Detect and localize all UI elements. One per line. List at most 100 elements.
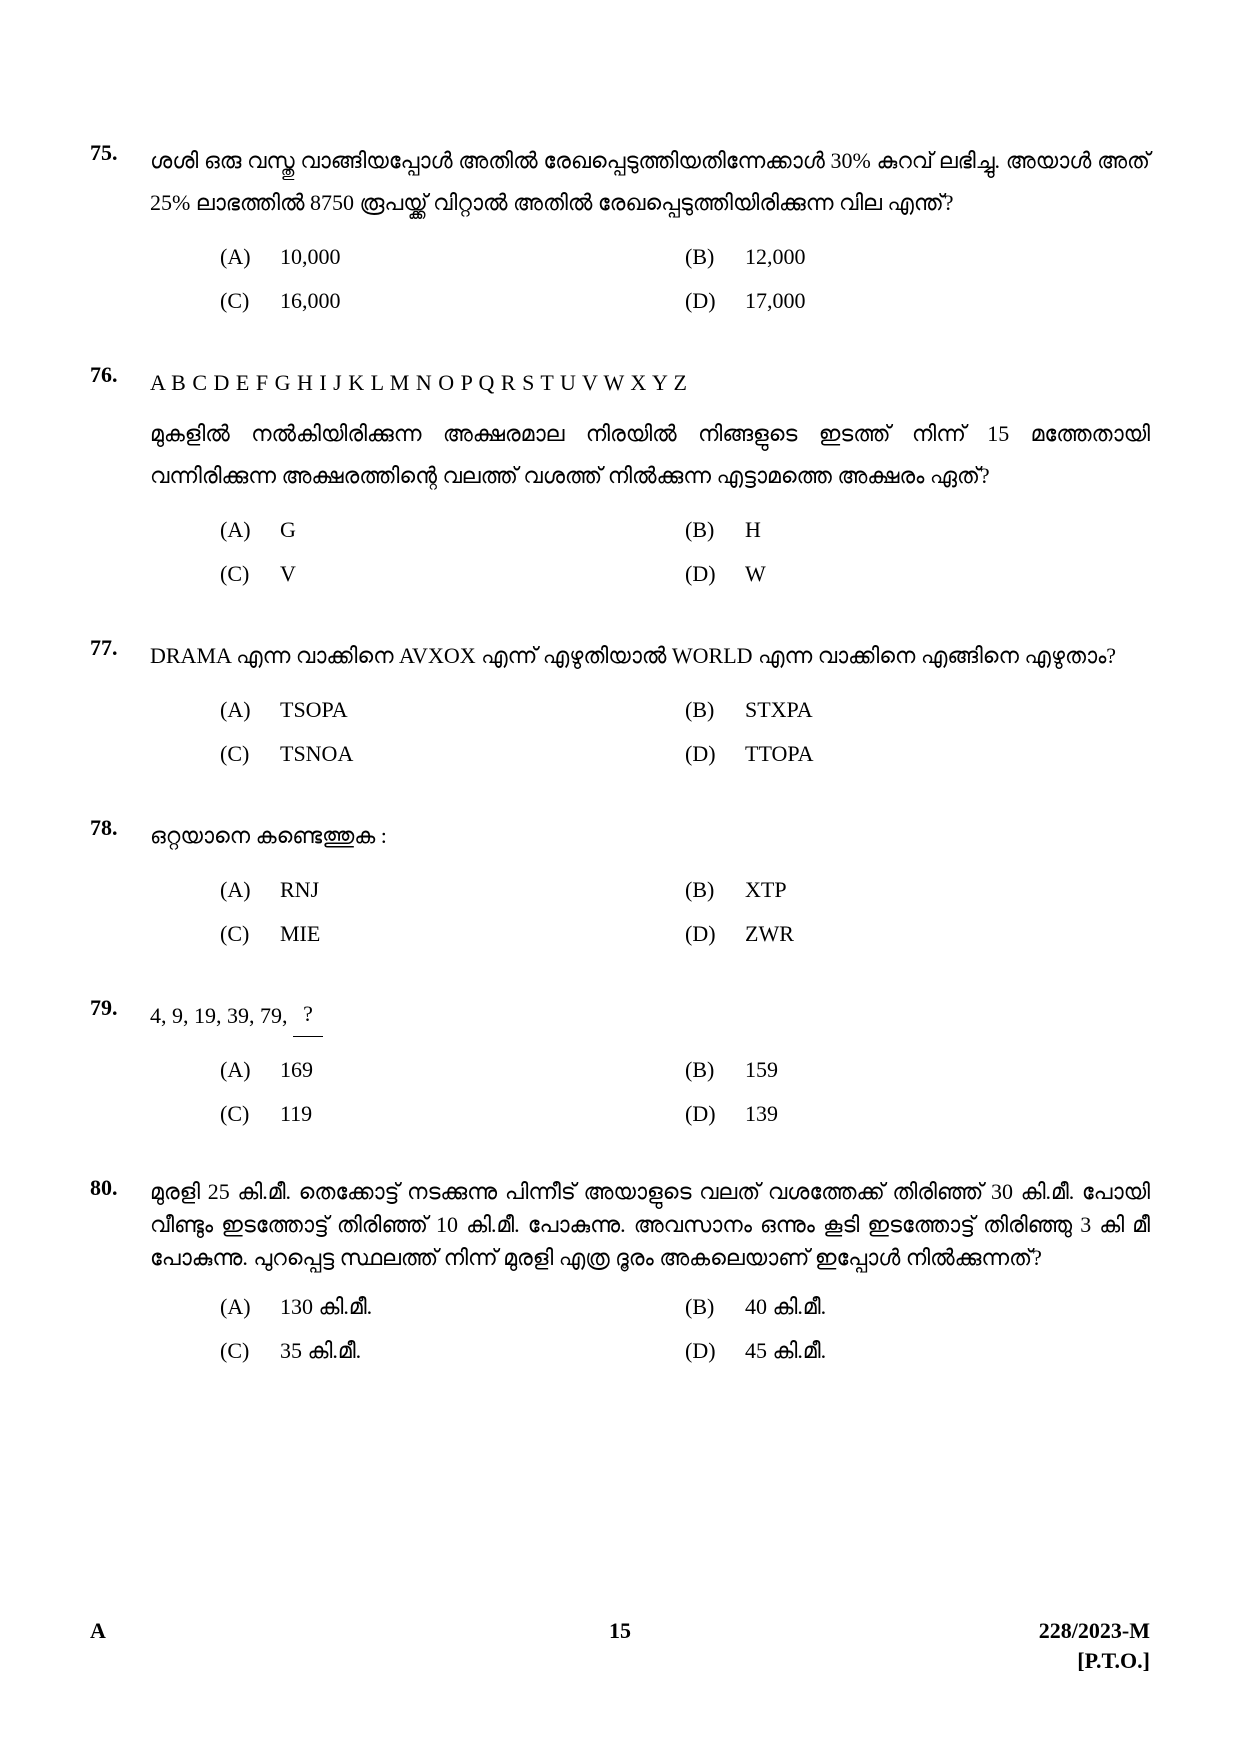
option-label: (A) xyxy=(220,517,280,543)
question-body: മുരളി 25 കി.മീ. തെക്കോട്ട് നടക്കുന്നു പി… xyxy=(150,1175,1150,1364)
question-text: മുകളിൽ നൽകിയിരിക്കുന്ന അക്ഷരമാല നിരയിൽ ന… xyxy=(150,413,1150,497)
blank-marker: ? xyxy=(293,995,323,1038)
option-text: 119 xyxy=(280,1101,685,1127)
option-label: (C) xyxy=(220,1101,280,1127)
question-options: (A) 10,000 (B) 12,000 (C) 16,000 (D) 17,… xyxy=(220,244,1150,314)
option-a: (A) RNJ xyxy=(220,877,685,903)
option-b: (B) H xyxy=(685,517,1150,543)
option-label: (B) xyxy=(685,1057,745,1083)
option-b: (B) 40 കി.മീ. xyxy=(685,1294,1150,1320)
question-body: A B C D E F G H I J K L M N O P Q R S T … xyxy=(150,362,1150,587)
option-label: (D) xyxy=(685,1338,745,1364)
option-text: 169 xyxy=(280,1057,685,1083)
option-d: (D) 45 കി.മീ. xyxy=(685,1338,1150,1364)
question-body: DRAMA എന്ന വാക്കിനെ AVXOX എന്ന് എഴുതിയാൽ… xyxy=(150,635,1150,767)
option-c: (C) MIE xyxy=(220,921,685,947)
option-d: (D) 139 xyxy=(685,1101,1150,1127)
question-text: ശശി ഒരു വസ്തു വാങ്ങിയപ്പോൾ അതിൽ രേഖപ്പെട… xyxy=(150,140,1150,224)
question-body: ശശി ഒരു വസ്തു വാങ്ങിയപ്പോൾ അതിൽ രേഖപ്പെട… xyxy=(150,140,1150,314)
option-a: (A) G xyxy=(220,517,685,543)
footer-series: A xyxy=(90,1618,106,1644)
footer-code: 228/2023-M xyxy=(1039,1618,1150,1644)
option-a: (A) 169 xyxy=(220,1057,685,1083)
question-80: 80. മുരളി 25 കി.മീ. തെക്കോട്ട് നടക്കുന്ന… xyxy=(90,1175,1150,1364)
option-text: 159 xyxy=(745,1057,1150,1083)
option-label: (D) xyxy=(685,561,745,587)
option-text: W xyxy=(745,561,1150,587)
option-c: (C) 119 xyxy=(220,1101,685,1127)
option-label: (D) xyxy=(685,741,745,767)
option-c: (C) TSNOA xyxy=(220,741,685,767)
question-body: ഒറ്റയാനെ കണ്ടെത്തുക : (A) RNJ (B) XTP (C… xyxy=(150,815,1150,947)
option-text: MIE xyxy=(280,921,685,947)
question-body: 4, 9, 19, 39, 79, ? (A) 169 (B) 159 (C) … xyxy=(150,995,1150,1128)
option-label: (A) xyxy=(220,1057,280,1083)
option-label: (C) xyxy=(220,741,280,767)
question-text: ഒറ്റയാനെ കണ്ടെത്തുക : xyxy=(150,815,1150,857)
question-text: മുരളി 25 കി.മീ. തെക്കോട്ട് നടക്കുന്നു പി… xyxy=(150,1175,1150,1274)
question-76: 76. A B C D E F G H I J K L M N O P Q R … xyxy=(90,362,1150,587)
option-label: (B) xyxy=(685,517,745,543)
option-d: (D) 17,000 xyxy=(685,288,1150,314)
option-text: 139 xyxy=(745,1101,1150,1127)
question-number: 75. xyxy=(90,140,150,166)
option-a: (A) TSOPA xyxy=(220,697,685,723)
option-d: (D) TTOPA xyxy=(685,741,1150,767)
option-text: TSNOA xyxy=(280,741,685,767)
option-label: (B) xyxy=(685,1294,745,1320)
option-b: (B) STXPA xyxy=(685,697,1150,723)
question-79: 79. 4, 9, 19, 39, 79, ? (A) 169 (B) 159 … xyxy=(90,995,1150,1128)
option-text: 130 കി.മീ. xyxy=(280,1294,685,1320)
option-text: 40 കി.മീ. xyxy=(745,1294,1150,1320)
option-text: TSOPA xyxy=(280,697,685,723)
option-d: (D) W xyxy=(685,561,1150,587)
option-label: (A) xyxy=(220,244,280,270)
option-text: 16,000 xyxy=(280,288,685,314)
option-label: (B) xyxy=(685,877,745,903)
option-label: (A) xyxy=(220,697,280,723)
question-number: 77. xyxy=(90,635,150,661)
option-b: (B) 159 xyxy=(685,1057,1150,1083)
option-text: STXPA xyxy=(745,697,1150,723)
option-text: 17,000 xyxy=(745,288,1150,314)
question-options: (A) TSOPA (B) STXPA (C) TSNOA (D) TTOPA xyxy=(220,697,1150,767)
question-mark: ? xyxy=(303,1001,313,1026)
option-text: 35 കി.മീ. xyxy=(280,1338,685,1364)
question-77: 77. DRAMA എന്ന വാക്കിനെ AVXOX എന്ന് എഴുത… xyxy=(90,635,1150,767)
option-c: (C) 16,000 xyxy=(220,288,685,314)
option-label: (C) xyxy=(220,1338,280,1364)
option-text: H xyxy=(745,517,1150,543)
option-label: (A) xyxy=(220,877,280,903)
option-label: (C) xyxy=(220,288,280,314)
question-text: 4, 9, 19, 39, 79, ? xyxy=(150,995,1150,1038)
footer-pto: [P.T.O.] xyxy=(1039,1648,1150,1674)
question-options: (A) RNJ (B) XTP (C) MIE (D) ZWR xyxy=(220,877,1150,947)
option-label: (C) xyxy=(220,921,280,947)
question-options: (A) 169 (B) 159 (C) 119 (D) 139 xyxy=(220,1057,1150,1127)
sequence-prefix: 4, 9, 19, 39, 79, xyxy=(150,1003,293,1028)
page: 75. ശശി ഒരു വസ്തു വാങ്ങിയപ്പോൾ അതിൽ രേഖപ… xyxy=(0,0,1240,1754)
option-label: (D) xyxy=(685,921,745,947)
option-text: RNJ xyxy=(280,877,685,903)
option-text: ZWR xyxy=(745,921,1150,947)
option-text: V xyxy=(280,561,685,587)
question-number: 80. xyxy=(90,1175,150,1201)
footer-page-number: 15 xyxy=(609,1618,631,1644)
option-c: (C) 35 കി.മീ. xyxy=(220,1338,685,1364)
option-label: (B) xyxy=(685,244,745,270)
question-number: 79. xyxy=(90,995,150,1021)
option-d: (D) ZWR xyxy=(685,921,1150,947)
option-text: 12,000 xyxy=(745,244,1150,270)
option-text: XTP xyxy=(745,877,1150,903)
option-c: (C) V xyxy=(220,561,685,587)
question-text: DRAMA എന്ന വാക്കിനെ AVXOX എന്ന് എഴുതിയാൽ… xyxy=(150,635,1150,677)
question-78: 78. ഒറ്റയാനെ കണ്ടെത്തുക : (A) RNJ (B) XT… xyxy=(90,815,1150,947)
option-b: (B) XTP xyxy=(685,877,1150,903)
option-label: (C) xyxy=(220,561,280,587)
option-text: TTOPA xyxy=(745,741,1150,767)
question-pretext: A B C D E F G H I J K L M N O P Q R S T … xyxy=(150,362,1150,404)
option-text: G xyxy=(280,517,685,543)
question-options: (A) G (B) H (C) V (D) W xyxy=(220,517,1150,587)
question-75: 75. ശശി ഒരു വസ്തു വാങ്ങിയപ്പോൾ അതിൽ രേഖപ… xyxy=(90,140,1150,314)
option-text: 45 കി.മീ. xyxy=(745,1338,1150,1364)
